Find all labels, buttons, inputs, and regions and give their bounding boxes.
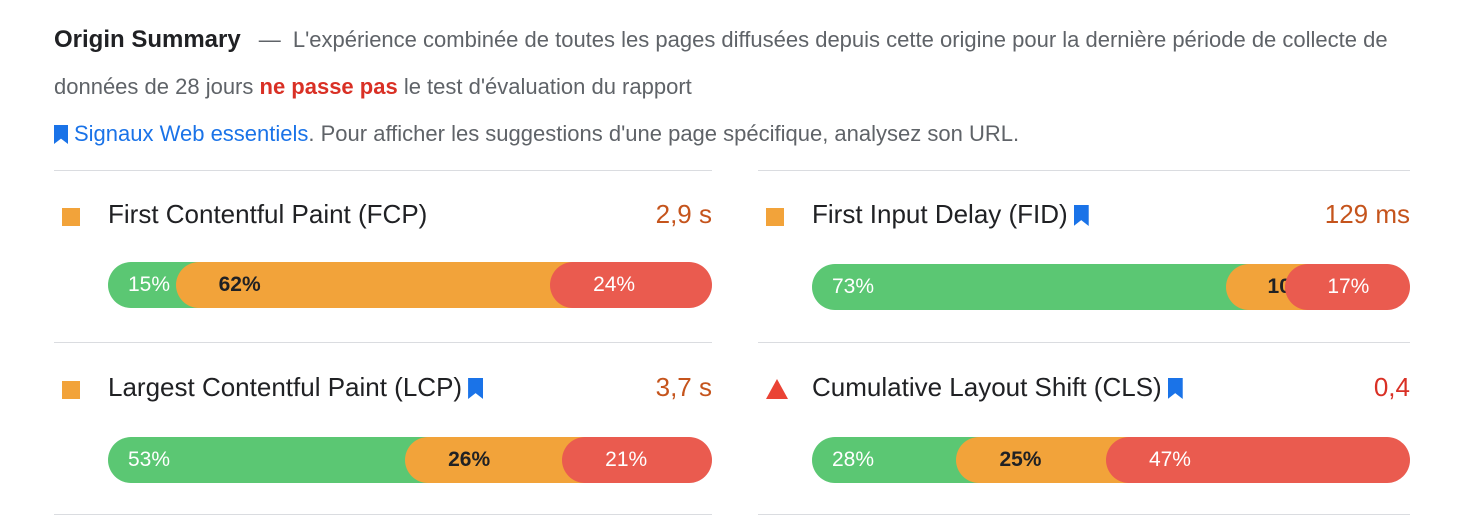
segment-good: 28% [812, 437, 980, 483]
metric-value: 0,4 [1373, 372, 1410, 402]
divider [758, 342, 1410, 343]
divider [758, 170, 1410, 171]
segment-average: 25% [956, 437, 1129, 483]
distribution-bar: 73% 10% 17% [812, 264, 1410, 310]
metric-value: 129 ms [1324, 199, 1410, 229]
metric-fcp: First Contentful Paint (FCP) 2,9 s 15% 6… [54, 196, 712, 308]
metric-cls: Cumulative Layout Shift (CLS) 0,4 28% 25… [758, 369, 1410, 483]
metric-value: 2,9 s [655, 199, 712, 229]
origin-summary-title: Origin Summary [54, 26, 241, 53]
orange-square-icon [766, 208, 784, 226]
orange-square-icon [62, 208, 80, 226]
distribution-bar: 28% 25% 47% [812, 437, 1410, 483]
segment-poor: 21% [562, 437, 712, 483]
metric-name-label: First Input Delay (FID) [812, 199, 1068, 229]
metric-name-label: Cumulative Layout Shift (CLS) [812, 372, 1162, 402]
segment-poor: 47% [1105, 437, 1410, 483]
core-web-vitals-link[interactable]: Signaux Web essentiels [54, 121, 308, 146]
segment-average: 26% [405, 437, 586, 483]
summary-text-before: L'expérience combinée de toutes les page… [54, 27, 1388, 99]
metric-name-label: First Contentful Paint (FCP) [108, 199, 428, 229]
metric-name: First Input Delay (FID) [812, 199, 1089, 230]
orange-square-icon [62, 381, 80, 399]
metric-name-label: Largest Contentful Paint (LCP) [108, 372, 463, 402]
metric-name: First Contentful Paint (FCP) [108, 199, 427, 230]
divider [54, 514, 712, 515]
segment-poor: 24% [550, 262, 712, 308]
segment-good: 53% [108, 437, 429, 483]
summary-text-after: le test d'évaluation du rapport [403, 74, 692, 99]
segment-good: 73% [812, 264, 1249, 310]
divider [54, 170, 712, 171]
metric-fid: First Input Delay (FID) 129 ms 73% 10% 1… [758, 196, 1410, 310]
distribution-bar: 53% 26% 21% [108, 437, 712, 483]
divider [54, 342, 712, 343]
bookmark-icon[interactable] [1167, 378, 1183, 399]
bookmark-icon [54, 125, 68, 144]
segment-average: 62% [175, 262, 574, 308]
bookmark-icon[interactable] [468, 378, 484, 399]
core-web-vitals-link-label: Signaux Web essentiels [74, 121, 309, 146]
origin-summary: Origin Summary — L'expérience combinée de… [54, 16, 1414, 157]
fail-status-text: ne passe pas [259, 74, 398, 99]
distribution-bar: 15% 62% 24% [108, 262, 712, 308]
bookmark-icon[interactable] [1073, 205, 1089, 226]
segment-poor: 17% [1285, 264, 1410, 310]
summary-dash: — [258, 27, 281, 52]
summary-text-end: . Pour afficher les suggestions d'une pa… [308, 121, 1020, 146]
divider [758, 514, 1410, 515]
metric-name: Largest Contentful Paint (LCP) [108, 372, 484, 403]
metric-value: 3,7 s [655, 372, 712, 402]
metric-lcp: Largest Contentful Paint (LCP) 3,7 s 53%… [54, 369, 712, 483]
metric-name: Cumulative Layout Shift (CLS) [812, 372, 1183, 403]
red-triangle-icon [766, 379, 788, 399]
